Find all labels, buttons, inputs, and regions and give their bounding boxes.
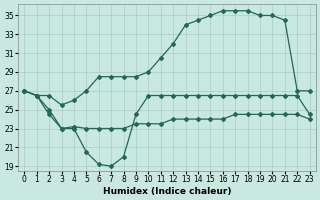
- X-axis label: Humidex (Indice chaleur): Humidex (Indice chaleur): [103, 187, 231, 196]
